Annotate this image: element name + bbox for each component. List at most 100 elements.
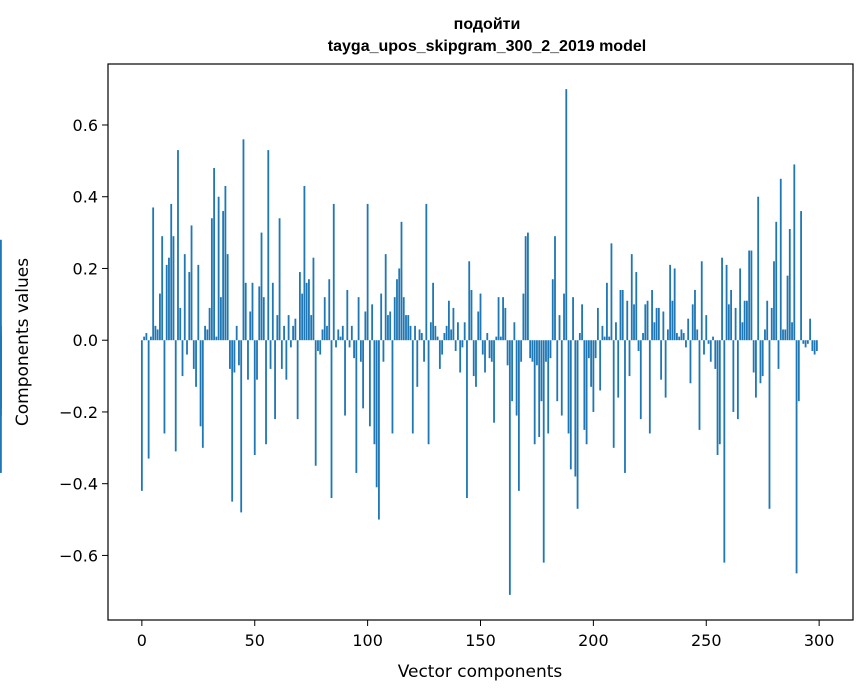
bar-31 — [210, 218, 213, 341]
bar-279 — [770, 307, 773, 341]
bar-227 — [653, 322, 656, 341]
bar-125 — [423, 340, 425, 362]
bar-55 — [265, 340, 267, 445]
bar-159 — [499, 336, 502, 341]
bar-283 — [779, 178, 782, 341]
bar-172 — [529, 340, 532, 359]
bar-182 — [551, 279, 554, 341]
bar-16 — [177, 150, 179, 341]
bar-48 — [249, 311, 252, 341]
bar-69 — [296, 340, 299, 420]
x-tick-label: 100 — [352, 631, 383, 650]
bar-213 — [621, 289, 624, 341]
bar-46 — [244, 282, 247, 341]
bar-78 — [317, 340, 319, 351]
bar-201 — [594, 340, 597, 359]
bar-164 — [511, 340, 514, 402]
bar-8 — [159, 293, 161, 341]
bar-277 — [766, 300, 769, 341]
bar-195 — [581, 304, 583, 341]
bar-56 — [267, 150, 270, 341]
bar-266 — [741, 322, 744, 341]
bar-142 — [461, 340, 464, 348]
bar-148 — [475, 340, 477, 387]
bar-57 — [269, 340, 272, 369]
bar-36 — [222, 211, 225, 341]
bar-108 — [384, 254, 387, 341]
bar-32 — [213, 168, 216, 341]
bar-245 — [694, 289, 696, 341]
bar-84 — [330, 340, 333, 499]
bar-19 — [183, 254, 186, 341]
bar-154 — [488, 340, 491, 359]
y-tick-label: −0.6 — [59, 546, 98, 565]
bar-119 — [409, 325, 412, 341]
bar-276 — [764, 329, 766, 341]
bar-278 — [768, 340, 771, 509]
bar-281 — [775, 221, 778, 341]
bar-30 — [208, 307, 211, 341]
bar-226 — [651, 289, 653, 341]
bar-178 — [542, 340, 545, 563]
bar-11 — [165, 264, 168, 341]
bar-129 — [432, 282, 434, 341]
bar-117 — [405, 315, 407, 341]
bar-28 — [204, 325, 206, 341]
bar-280 — [773, 261, 775, 341]
bar-151 — [481, 340, 484, 355]
bar-217 — [630, 254, 633, 341]
bar-294 — [804, 340, 807, 348]
bar-290 — [795, 340, 798, 574]
bar-92 — [348, 340, 351, 348]
bar-179 — [545, 340, 547, 362]
bar-298 — [813, 340, 816, 355]
bar-235 — [671, 300, 674, 341]
bar-299 — [815, 340, 818, 351]
x-tick-label: 50 — [245, 631, 265, 650]
bar-83 — [328, 279, 331, 341]
bar-76 — [312, 257, 315, 341]
y-tick-label: 0.2 — [73, 259, 98, 278]
bar-173 — [531, 340, 534, 362]
bar-26 — [199, 340, 202, 427]
bar-22 — [190, 225, 193, 341]
bar-190 — [569, 340, 572, 470]
bar-24 — [195, 340, 197, 387]
bar-219 — [635, 272, 638, 341]
bar-undefined — [0, 340, 2, 409]
bar-89 — [341, 325, 344, 341]
bar-221 — [639, 340, 642, 420]
bar-140 — [457, 322, 459, 341]
bar-285 — [784, 329, 787, 341]
bar-29 — [206, 329, 209, 341]
bar-198 — [587, 340, 590, 359]
bar-268 — [745, 300, 748, 341]
bar-66 — [289, 340, 292, 348]
bar-250 — [705, 315, 708, 341]
bar-232 — [664, 340, 667, 398]
bar-202 — [596, 307, 599, 341]
bar-248 — [700, 261, 703, 341]
bar-62 — [280, 340, 283, 369]
bar-124 — [420, 333, 423, 341]
bar-136 — [447, 300, 450, 341]
bar-218 — [633, 304, 635, 341]
bar-10 — [163, 340, 166, 434]
bar-44 — [240, 340, 243, 513]
bar-18 — [181, 340, 184, 377]
bar-63 — [283, 325, 285, 341]
bar-77 — [314, 340, 317, 466]
bar-70 — [298, 272, 301, 341]
bar-7 — [156, 329, 159, 341]
bar-174 — [533, 340, 536, 445]
bar-3 — [147, 340, 150, 459]
bar-94 — [353, 340, 355, 359]
bar-17 — [179, 307, 182, 341]
bar-127 — [427, 340, 430, 445]
bar-149 — [477, 311, 480, 341]
bar-72 — [303, 185, 306, 341]
bar-260 — [727, 304, 730, 341]
bar-273 — [757, 196, 760, 341]
bar-98 — [362, 340, 365, 409]
bar-21 — [188, 272, 191, 341]
